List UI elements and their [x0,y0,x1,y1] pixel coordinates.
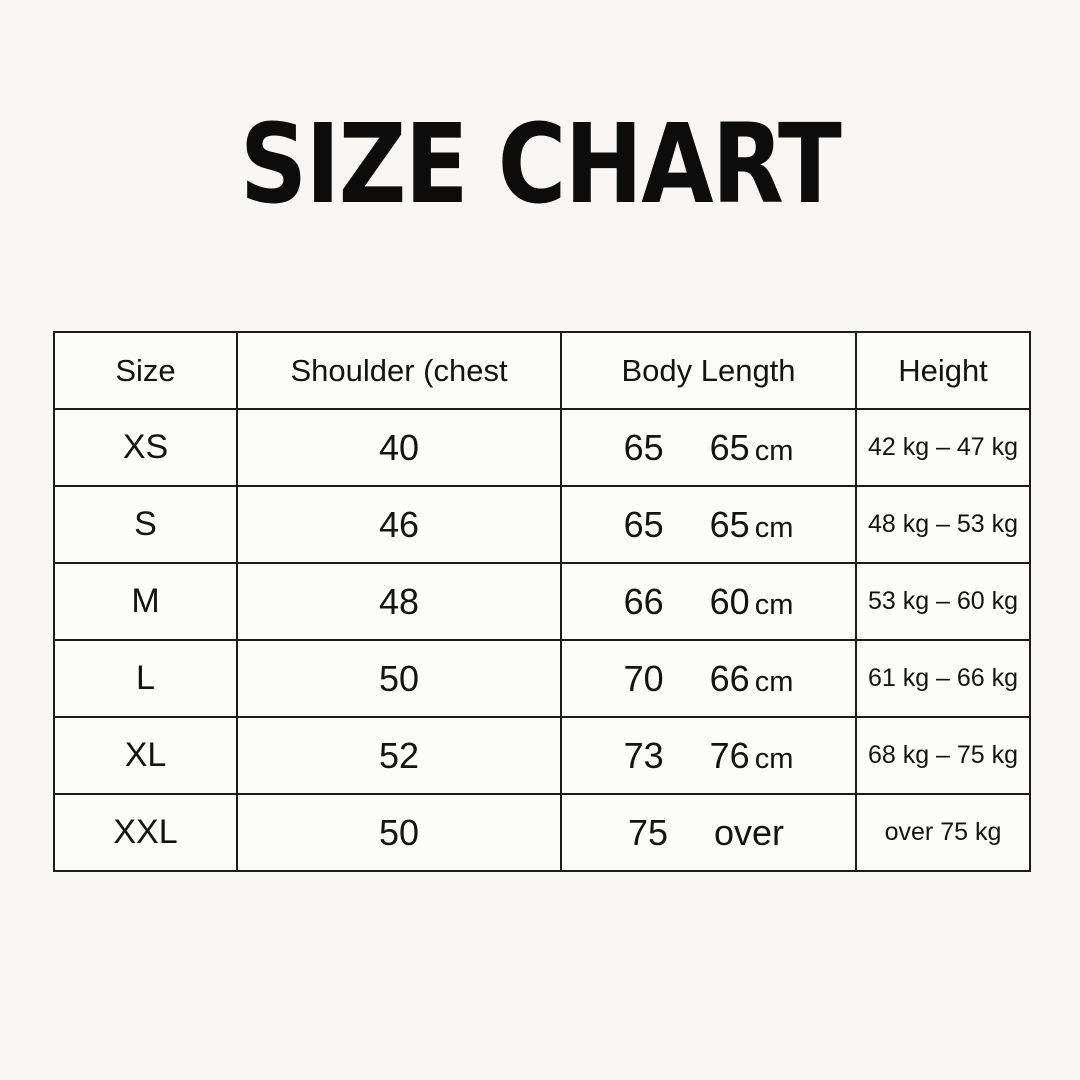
shoulder-cell: 52 [236,716,562,795]
size-cell: S [53,485,238,564]
body-length-number: over [714,811,785,853]
body-length-number: 76 [709,734,750,776]
body-length-number: 65 [709,426,750,468]
header-size: Size [53,331,238,410]
body-length-unit: cm [754,434,794,467]
size-cell: XXL [53,793,238,872]
body-length-number: 66 [709,657,750,699]
body-length-cell: 75 over [560,793,857,872]
header-height: Height [855,331,1031,410]
header-row: Size Shoulder (chest Body Length Height [53,331,1031,410]
size-cell: XL [53,716,238,795]
shoulder-cell: 50 [236,793,562,872]
body-length-values: 75 over [562,812,855,854]
body-length-values: 70 66 cm [562,658,855,700]
body-length-value-1: 75 [627,811,668,853]
table-row: M 48 66 60 cm 53 kg – 60 kg [53,562,1031,641]
body-length-values: 65 65 cm [562,427,855,469]
body-length-number: 65 [709,503,750,545]
table-row: S 46 65 65 cm 48 kg – 53 kg [53,485,1031,564]
table-row: XS 40 65 65 cm 42 kg – 47 kg [53,408,1031,487]
body-length-cell: 70 66 cm [560,639,857,718]
body-length-value-2: 60 cm [710,581,794,623]
body-length-values: 73 76 cm [562,735,855,777]
header-body-length: Body Length [560,331,857,410]
body-length-value-1: 65 [623,426,664,468]
body-length-values: 66 60 cm [562,581,855,623]
size-cell: M [53,562,238,641]
height-cell: 53 kg – 60 kg [855,562,1031,641]
body-length-value-2: 66 cm [710,658,794,700]
body-length-value-2: 76 cm [710,735,794,777]
header-shoulder: Shoulder (chest [236,331,562,410]
body-length-unit: cm [754,511,794,544]
table-row: L 50 70 66 cm 61 kg – 66 kg [53,639,1031,718]
shoulder-cell: 48 [236,562,562,641]
shoulder-cell: 40 [236,408,562,487]
body-length-cell: 65 65 cm [560,485,857,564]
table-row: XXL 50 75 over over 75 kg [53,793,1031,872]
height-cell: 61 kg – 66 kg [855,639,1031,718]
height-cell: over 75 kg [855,793,1031,872]
height-cell: 68 kg – 75 kg [855,716,1031,795]
body-length-value-1: 70 [623,657,664,699]
body-length-number: 60 [709,580,750,622]
shoulder-cell: 46 [236,485,562,564]
height-cell: 48 kg – 53 kg [855,485,1031,564]
body-length-unit: cm [754,665,794,698]
body-length-values: 65 65 cm [562,504,855,546]
page-title: SIZE CHART [239,100,842,228]
size-chart-table: Size Shoulder (chest Body Length Height … [53,331,1031,872]
body-length-value-2: 65 cm [710,504,794,546]
size-cell: L [53,639,238,718]
body-length-value-2: 65 cm [710,427,794,469]
body-length-value-1: 73 [623,734,664,776]
size-cell: XS [53,408,238,487]
height-cell: 42 kg – 47 kg [855,408,1031,487]
table-row: XL 52 73 76 cm 68 kg – 75 kg [53,716,1031,795]
body-length-unit: cm [754,588,794,621]
body-length-cell: 73 76 cm [560,716,857,795]
body-length-cell: 66 60 cm [560,562,857,641]
shoulder-cell: 50 [236,639,562,718]
body-length-value-1: 66 [623,580,664,622]
body-length-value-2: over [714,812,789,854]
body-length-cell: 65 65 cm [560,408,857,487]
body-length-value-1: 65 [623,503,664,545]
body-length-unit: cm [754,742,794,775]
